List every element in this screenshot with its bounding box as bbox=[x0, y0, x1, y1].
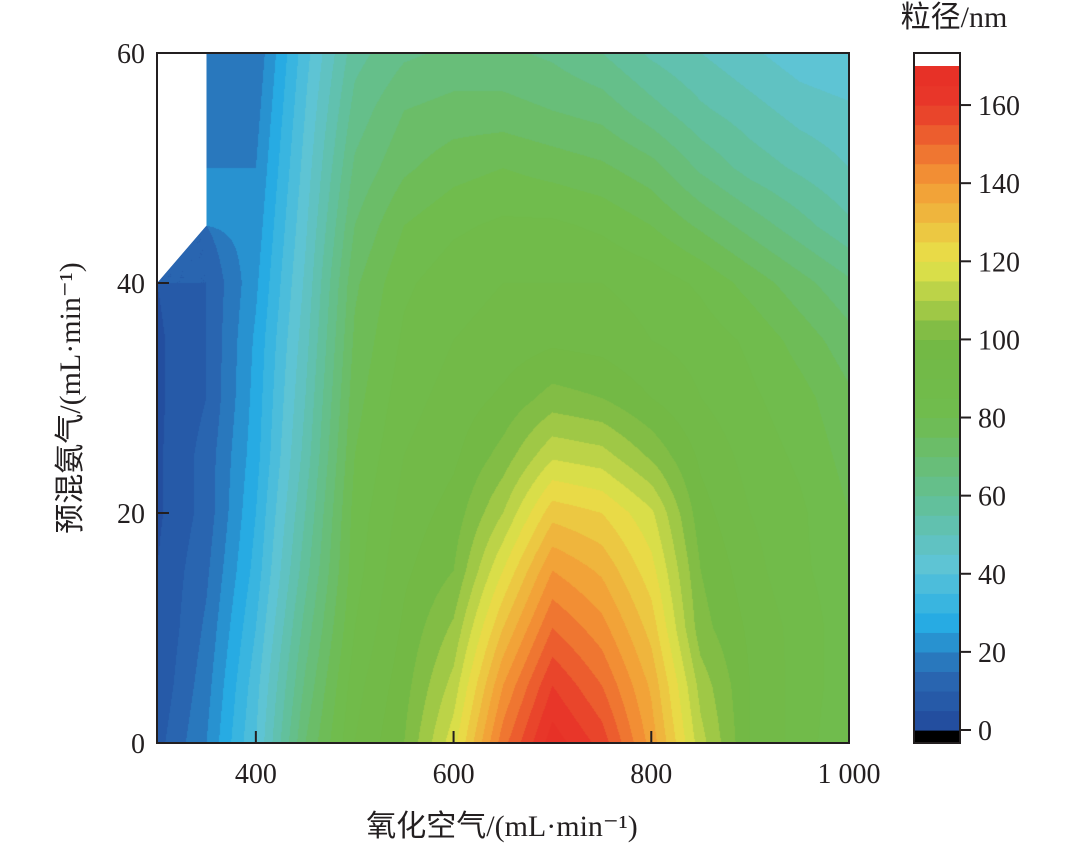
colorbar-band bbox=[914, 105, 960, 126]
colorbar-tick-label: 60 bbox=[978, 482, 1006, 513]
colorbar-band bbox=[914, 671, 960, 692]
colorbar-band bbox=[914, 476, 960, 497]
colorbar-frame bbox=[913, 52, 961, 744]
colorbar-band bbox=[914, 124, 960, 145]
colorbar-below-min bbox=[914, 730, 960, 743]
colorbar-tick-label: 40 bbox=[978, 560, 1006, 591]
colorbar-above-max bbox=[914, 53, 960, 66]
colorbar-tick-label: 140 bbox=[978, 169, 1020, 200]
y-tick-label: 40 bbox=[117, 269, 145, 300]
y-tick-label: 0 bbox=[131, 729, 145, 760]
colorbar-band bbox=[914, 300, 960, 321]
colorbar-band bbox=[914, 85, 960, 106]
plot-frame bbox=[156, 52, 850, 744]
y-tick-label: 20 bbox=[117, 499, 145, 530]
colorbar: 0 20 40 60 80 100 120 140 160 bbox=[913, 52, 1020, 747]
colorbar-tick-label: 80 bbox=[978, 404, 1006, 435]
x-tick-label: 600 bbox=[433, 759, 475, 790]
x-tick-label: 800 bbox=[630, 759, 672, 790]
colorbar-band bbox=[914, 241, 960, 262]
contour-plot-area bbox=[156, 52, 850, 744]
colorbar-band bbox=[914, 202, 960, 223]
colorbar-band bbox=[914, 573, 960, 594]
colorbar-band bbox=[914, 398, 960, 419]
y-axis: 0 20 40 60 bbox=[117, 39, 169, 760]
colorbar-band bbox=[914, 183, 960, 204]
colorbar-band bbox=[914, 437, 960, 458]
colorbar-tick-label: 160 bbox=[978, 91, 1020, 122]
colorbar-title: 粒径/nm bbox=[901, 1, 1008, 34]
colorbar-band bbox=[914, 632, 960, 653]
colorbar-band bbox=[914, 456, 960, 477]
colorbar-band bbox=[914, 339, 960, 360]
colorbar-band bbox=[914, 319, 960, 341]
colorbar-band bbox=[914, 222, 960, 243]
colorbar-band bbox=[914, 358, 960, 380]
colorbar-band bbox=[914, 515, 960, 536]
colorbar-band bbox=[914, 495, 960, 516]
colorbar-band bbox=[914, 261, 960, 282]
colorbar-tick-label: 20 bbox=[978, 638, 1006, 669]
colorbar-band bbox=[914, 66, 960, 87]
colorbar-band bbox=[914, 690, 960, 712]
colorbar-band bbox=[914, 163, 960, 184]
colorbar-band bbox=[914, 651, 960, 673]
colorbar-band bbox=[914, 280, 960, 301]
colorbar-tick-label: 120 bbox=[978, 247, 1020, 278]
x-axis: 400 600 800 1 000 bbox=[235, 731, 881, 790]
y-tick-label: 60 bbox=[117, 39, 145, 70]
colorbar-band bbox=[914, 554, 960, 575]
colorbar-band bbox=[914, 612, 960, 633]
colorbar-tick-label: 0 bbox=[978, 716, 992, 747]
x-tick-label: 400 bbox=[235, 759, 277, 790]
contour-field bbox=[157, 53, 849, 743]
colorbar-band bbox=[914, 417, 960, 438]
colorbar-band bbox=[914, 144, 960, 165]
colorbar-band bbox=[914, 534, 960, 555]
no-data-region bbox=[157, 53, 207, 283]
x-axis-title: 氧化空气/(mL·min⁻¹) bbox=[366, 810, 637, 843]
colorbar-band bbox=[914, 593, 960, 614]
colorbar-band bbox=[914, 710, 960, 731]
colorbar-tick-label: 100 bbox=[978, 325, 1020, 356]
x-tick-label: 1 000 bbox=[818, 759, 881, 790]
colorbar-band bbox=[914, 378, 960, 399]
y-axis-title: 预混氨气/(mL·min⁻¹) bbox=[54, 262, 87, 533]
